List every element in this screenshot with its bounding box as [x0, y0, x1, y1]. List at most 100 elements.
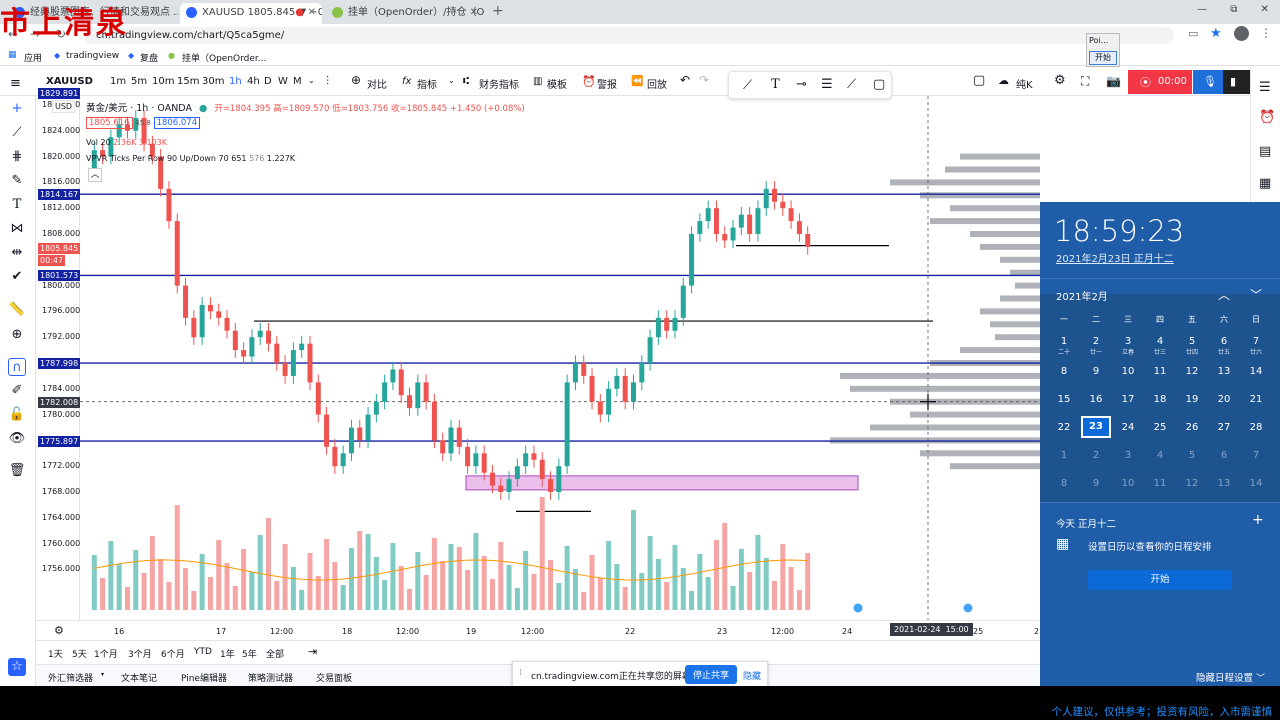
browser-tab-2[interactable]: XAUUSD 1805.845 ▼ −0.2... ● ✕	[180, 3, 322, 24]
financials-button[interactable]: 财务指标	[479, 80, 519, 91]
calendar-day[interactable]: 24	[1121, 422, 1135, 433]
line-tool-icon[interactable]: ⟋	[743, 78, 753, 93]
tab-strategy-tester[interactable]: 策略测试器	[248, 674, 294, 684]
apps-grid-icon[interactable]: ▦	[8, 50, 17, 60]
range-1y[interactable]: 1年	[220, 650, 235, 660]
ruler-icon[interactable]: 📏	[8, 302, 26, 317]
minimize-button[interactable]: —	[1197, 4, 1207, 15]
calendar-day[interactable]: 5	[1188, 450, 1196, 461]
bookmark-openorder[interactable]: 挂单（OpenOrder...	[182, 54, 267, 64]
eye-icon[interactable]: 👁	[8, 431, 26, 446]
interval-1h[interactable]: 1h	[229, 76, 242, 87]
url-field[interactable]: cn.tradingview.com/chart/Q5ca5gme/	[84, 27, 1174, 44]
range-5y[interactable]: 5年	[242, 650, 257, 660]
calendar-day[interactable]: 18	[1153, 394, 1167, 405]
interval-1m[interactable]: 1m	[110, 76, 127, 87]
calendar-day[interactable]: 6 廿五	[1209, 336, 1239, 356]
brush-icon[interactable]: ✎	[11, 173, 23, 188]
undo-icon[interactable]: ↶	[680, 73, 691, 87]
ray-tool-icon[interactable]: ⊸	[796, 77, 807, 92]
interval-15m[interactable]: 15m	[177, 76, 200, 87]
pattern-icon[interactable]: ⋈	[10, 221, 24, 236]
calendar-day[interactable]: 14	[1249, 366, 1263, 377]
new-tab-button[interactable]: +	[492, 3, 504, 19]
stop-sharing-button[interactable]: 停止共享	[685, 665, 738, 684]
mic-button[interactable]: 🎙	[1193, 70, 1223, 94]
bookmark-star-icon[interactable]: ★	[1210, 26, 1222, 41]
camera-icon[interactable]: 📷	[1106, 74, 1121, 88]
range-1m[interactable]: 1个月	[94, 650, 118, 660]
lock-icon[interactable]: 🔓	[8, 407, 26, 422]
text-tool-icon[interactable]: T	[771, 77, 780, 92]
rectangle-tool-icon[interactable]: ▢	[873, 77, 886, 92]
interval-10m[interactable]: 10m	[152, 76, 175, 87]
watchlist-icon[interactable]: ☰	[1259, 80, 1271, 95]
trendline-icon[interactable]: ⟋	[12, 125, 22, 140]
ask-button[interactable]: 1806.074	[153, 117, 201, 129]
back-icon[interactable]: ←	[8, 27, 19, 41]
goto-date-icon[interactable]: ⇥	[308, 645, 318, 658]
maximize-button[interactable]: ⧉	[1230, 4, 1238, 15]
range-3m[interactable]: 3个月	[128, 650, 152, 660]
interval-4h[interactable]: 4h	[247, 76, 260, 87]
pure-k-button[interactable]: 纯K	[1016, 80, 1033, 91]
calendar-day[interactable]: 7 廿六	[1241, 336, 1271, 356]
calendar-day[interactable]: 10	[1121, 366, 1135, 377]
calendar-day[interactable]: 12	[1185, 366, 1199, 377]
camera-toggle-button[interactable]: ▮	[1223, 70, 1250, 94]
month-title[interactable]: 2021年2月	[1056, 292, 1108, 303]
calendar-day[interactable]: 4 廿三	[1145, 336, 1175, 356]
hamburger-menu-icon[interactable]: ≡	[10, 76, 21, 91]
interval-m[interactable]: M	[293, 76, 302, 87]
range-5d[interactable]: 5天	[72, 650, 87, 660]
calendar-day[interactable]: 6	[1220, 450, 1228, 461]
symbol-search[interactable]: XAUUSD	[46, 76, 93, 87]
calendar-start-button[interactable]: 开始	[1088, 570, 1232, 590]
close-tab-icon[interactable]: ✕	[469, 7, 478, 18]
calendar-day[interactable]: 4	[1156, 450, 1164, 461]
calendar-day[interactable]: 12	[1185, 478, 1199, 489]
window-controls[interactable]: — ⧉ ✕	[1197, 4, 1269, 15]
calendar-day[interactable]: 28	[1249, 422, 1263, 433]
reload-icon[interactable]: ↻	[56, 27, 67, 41]
hide-agenda-link[interactable]: 隐藏日程设置 ﹀	[1196, 670, 1265, 684]
calendar-day[interactable]: 8	[1060, 478, 1068, 489]
next-month-icon[interactable]: ﹀	[1250, 288, 1263, 302]
fullscreen-icon[interactable]: ⛶	[1081, 74, 1090, 88]
compare-button[interactable]: 对比	[367, 80, 387, 91]
tab-pine-editor[interactable]: Pine编辑器	[181, 674, 227, 684]
tab-text-notes[interactable]: 文本笔记	[121, 674, 158, 684]
close-window-button[interactable]: ✕	[1260, 4, 1269, 15]
clock-date-link[interactable]: 2021年2月23日 正月十二	[1056, 254, 1174, 265]
data-window-icon[interactable]: ▤	[1259, 144, 1272, 159]
calendar-day[interactable]: 2 廿一	[1081, 336, 1111, 356]
interval-30m[interactable]: 30m	[202, 76, 225, 87]
record-button[interactable]: ⦿ 00:00	[1128, 70, 1192, 94]
cast-icon[interactable]: ▭	[1188, 27, 1199, 40]
cloud-icon[interactable]: ☁	[998, 74, 1009, 87]
collapse-legend-icon[interactable]: ︿	[88, 168, 102, 182]
calendar-day[interactable]: 11	[1153, 366, 1167, 377]
calendar-day[interactable]: 19	[1185, 394, 1199, 405]
candle-style-icon[interactable]: ⫶	[326, 74, 330, 88]
tab-trading-panel[interactable]: 交易面板	[316, 674, 353, 684]
trash-icon[interactable]: 🗑	[8, 463, 26, 478]
bookmark-replay[interactable]: 复盘	[140, 54, 159, 64]
close-tab-icon[interactable]: ✕	[307, 7, 316, 18]
calendar-day[interactable]: 20	[1217, 394, 1231, 405]
tab-forex-screener[interactable]: 外汇筛选器	[48, 674, 94, 684]
redo-icon[interactable]: ↷	[699, 73, 710, 87]
menu-dots-icon[interactable]: ⋮	[1260, 26, 1272, 40]
alert-button[interactable]: 警报	[597, 80, 617, 91]
layout-square-icon[interactable]: ▢	[973, 73, 986, 88]
checkmark-icon[interactable]: ✔	[11, 269, 23, 284]
calendar-day[interactable]: 1 二十	[1049, 336, 1079, 356]
chart-settings-gear-icon[interactable]: ⚙	[54, 624, 64, 637]
price-chart[interactable]	[36, 96, 1040, 620]
drag-handle-icon[interactable]: ⁞	[519, 668, 522, 678]
indicators-dropdown-icon[interactable]: ⌄	[448, 76, 455, 85]
calendar-day[interactable]: 14	[1249, 478, 1263, 489]
browser-tab-3[interactable]: 挂单（OpenOrder）/持仓（Op... ✕	[326, 3, 484, 24]
calendar-day[interactable]: 13	[1217, 366, 1231, 377]
text-icon[interactable]: T	[12, 197, 22, 212]
